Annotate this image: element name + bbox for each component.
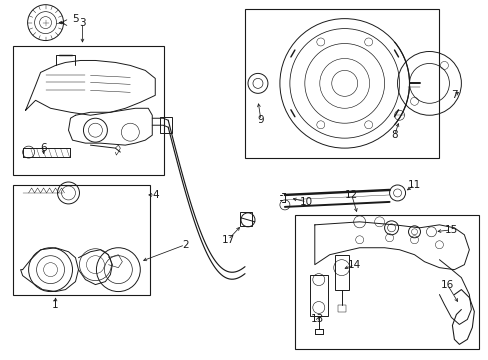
Text: 17: 17	[221, 235, 234, 245]
Text: 11: 11	[407, 180, 420, 190]
Bar	[244, 9, 439, 158]
Bar	[309, 275, 327, 316]
Text: 14: 14	[347, 260, 361, 270]
Bar	[13, 185, 150, 294]
Text: 12: 12	[345, 190, 358, 200]
Text: 3: 3	[79, 18, 85, 28]
Text: 16: 16	[440, 280, 453, 289]
Text: 8: 8	[390, 130, 397, 140]
Bar	[160, 117, 172, 133]
Bar	[337, 305, 345, 312]
Text: 9: 9	[257, 115, 264, 125]
Bar	[13, 45, 164, 175]
Text: 7: 7	[450, 90, 457, 100]
Text: 6: 6	[40, 143, 47, 153]
Bar	[240, 212, 251, 226]
Text: 15: 15	[444, 225, 457, 235]
Text: 4: 4	[152, 190, 158, 200]
Bar	[294, 215, 478, 349]
Bar	[334, 255, 348, 289]
Text: 5: 5	[72, 14, 79, 24]
Text: 1: 1	[52, 300, 59, 310]
Text: 13: 13	[310, 314, 324, 324]
Text: 2: 2	[182, 240, 188, 250]
Text: 10: 10	[300, 197, 313, 207]
